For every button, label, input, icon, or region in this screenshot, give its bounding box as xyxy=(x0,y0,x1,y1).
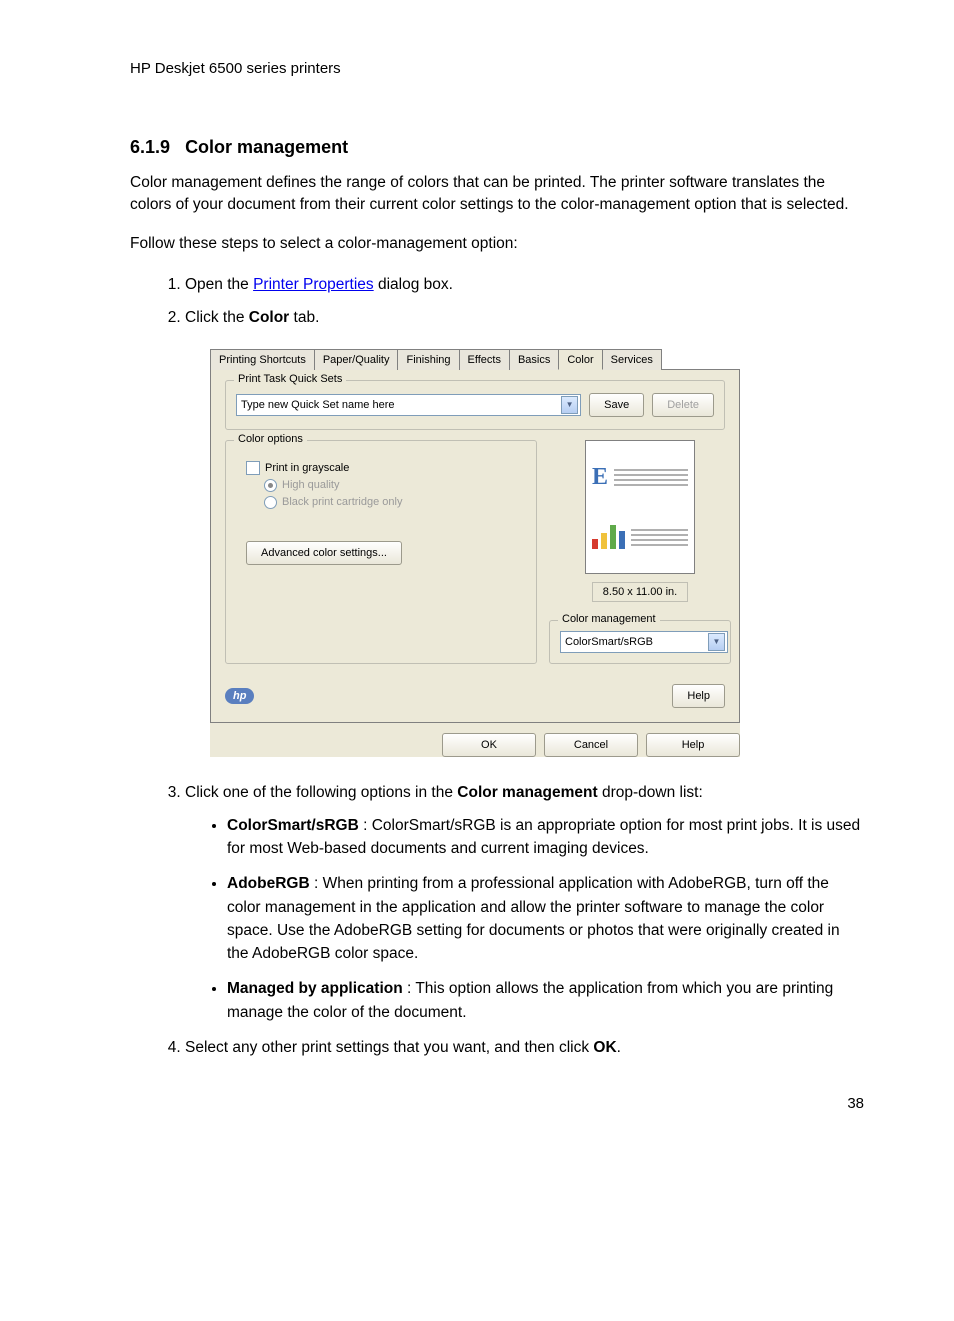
bullet1-bold: ColorSmart/sRGB xyxy=(227,817,359,834)
section-title: Color management xyxy=(185,137,348,157)
intro-paragraph: Color management defines the range of co… xyxy=(130,172,864,215)
step2-post: tab. xyxy=(289,309,319,326)
section-heading: 6.1.9 Color management xyxy=(130,137,864,158)
color-management-fieldset: Color management ColorSmart/sRGB ▼ xyxy=(549,620,731,664)
tab-services[interactable]: Services xyxy=(602,349,662,370)
bullet2-text: : When printing from a professional appl… xyxy=(227,875,840,962)
help-button[interactable]: Help xyxy=(672,684,725,708)
step4-bold: OK xyxy=(593,1039,616,1056)
save-button[interactable]: Save xyxy=(589,393,644,417)
chevron-down-icon[interactable]: ▼ xyxy=(708,633,725,651)
bullet-colorsmart: ColorSmart/sRGB : ColorSmart/sRGB is an … xyxy=(227,814,864,861)
color-options-legend: Color options xyxy=(234,433,307,445)
color-management-dropdown[interactable]: ColorSmart/sRGB ▼ xyxy=(560,631,728,653)
follow-steps-paragraph: Follow these steps to select a color-man… xyxy=(130,233,864,255)
bullet2-bold: AdobeRGB xyxy=(227,875,310,892)
preview-lines-icon xyxy=(614,466,688,489)
bullet-managed-by-application: Managed by application : This option all… xyxy=(227,977,864,1024)
hp-logo-icon: hp xyxy=(225,688,254,704)
preview-letter-icon: E xyxy=(592,464,608,491)
tab-row: Printing Shortcuts Paper/Quality Finishi… xyxy=(210,348,740,370)
step2-bold: Color xyxy=(249,309,289,326)
bullet3-bold: Managed by application xyxy=(227,980,403,997)
tab-color[interactable]: Color xyxy=(558,349,602,370)
color-options-fieldset: Color options Print in grayscale High qu… xyxy=(225,440,537,664)
step-4: Select any other print settings that you… xyxy=(185,1036,864,1059)
black-cartridge-radio: Black print cartridge only xyxy=(264,496,526,509)
bullet-adobergb: AdobeRGB : When printing from a professi… xyxy=(227,872,864,965)
ok-button[interactable]: OK xyxy=(442,733,536,757)
page-header: HP Deskjet 6500 series printers xyxy=(130,60,864,77)
quicksets-fieldset: Print Task Quick Sets Type new Quick Set… xyxy=(225,380,725,430)
step3-pre: Click one of the following options in th… xyxy=(185,784,457,801)
black-cartridge-label: Black print cartridge only xyxy=(282,496,402,508)
quickset-value: Type new Quick Set name here xyxy=(241,399,394,411)
section-number: 6.1.9 xyxy=(130,137,170,157)
radio-icon xyxy=(264,496,277,509)
tab-finishing[interactable]: Finishing xyxy=(397,349,459,370)
paper-size-label: 8.50 x 11.00 in. xyxy=(592,582,688,602)
step4-post: . xyxy=(617,1039,621,1056)
radio-icon xyxy=(264,479,277,492)
preview-lines-icon xyxy=(631,526,688,549)
tab-effects[interactable]: Effects xyxy=(459,349,510,370)
preview-bars-icon xyxy=(592,525,625,549)
color-management-value: ColorSmart/sRGB xyxy=(565,636,653,648)
high-quality-label: High quality xyxy=(282,479,339,491)
chevron-down-icon[interactable]: ▼ xyxy=(561,396,578,414)
quickset-dropdown[interactable]: Type new Quick Set name here ▼ xyxy=(236,394,581,416)
step-1: Open the Printer Properties dialog box. xyxy=(185,273,864,296)
step2-pre: Click the xyxy=(185,309,249,326)
grayscale-label: Print in grayscale xyxy=(265,462,349,474)
step-2: Click the Color tab. xyxy=(185,306,864,329)
page-preview: E xyxy=(585,440,695,574)
tab-printing-shortcuts[interactable]: Printing Shortcuts xyxy=(210,349,315,370)
quicksets-legend: Print Task Quick Sets xyxy=(234,373,346,385)
help-button-footer[interactable]: Help xyxy=(646,733,740,757)
high-quality-radio: High quality xyxy=(264,479,526,492)
color-management-legend: Color management xyxy=(558,613,660,625)
cancel-button[interactable]: Cancel xyxy=(544,733,638,757)
tab-basics[interactable]: Basics xyxy=(509,349,559,370)
checkbox-icon[interactable] xyxy=(246,461,260,475)
page-number: 38 xyxy=(130,1095,864,1112)
step3-post: drop-down list: xyxy=(598,784,703,801)
printer-properties-dialog: Printing Shortcuts Paper/Quality Finishi… xyxy=(210,348,740,757)
step1-pre: Open the xyxy=(185,276,253,293)
grayscale-checkbox-row[interactable]: Print in grayscale xyxy=(246,461,526,475)
delete-button: Delete xyxy=(652,393,714,417)
tab-paper-quality[interactable]: Paper/Quality xyxy=(314,349,399,370)
step1-post: dialog box. xyxy=(374,276,453,293)
step4-pre: Select any other print settings that you… xyxy=(185,1039,593,1056)
step-3: Click one of the following options in th… xyxy=(185,781,864,1024)
printer-properties-link[interactable]: Printer Properties xyxy=(253,276,374,293)
step3-bold: Color management xyxy=(457,784,597,801)
advanced-color-settings-button[interactable]: Advanced color settings... xyxy=(246,541,402,565)
